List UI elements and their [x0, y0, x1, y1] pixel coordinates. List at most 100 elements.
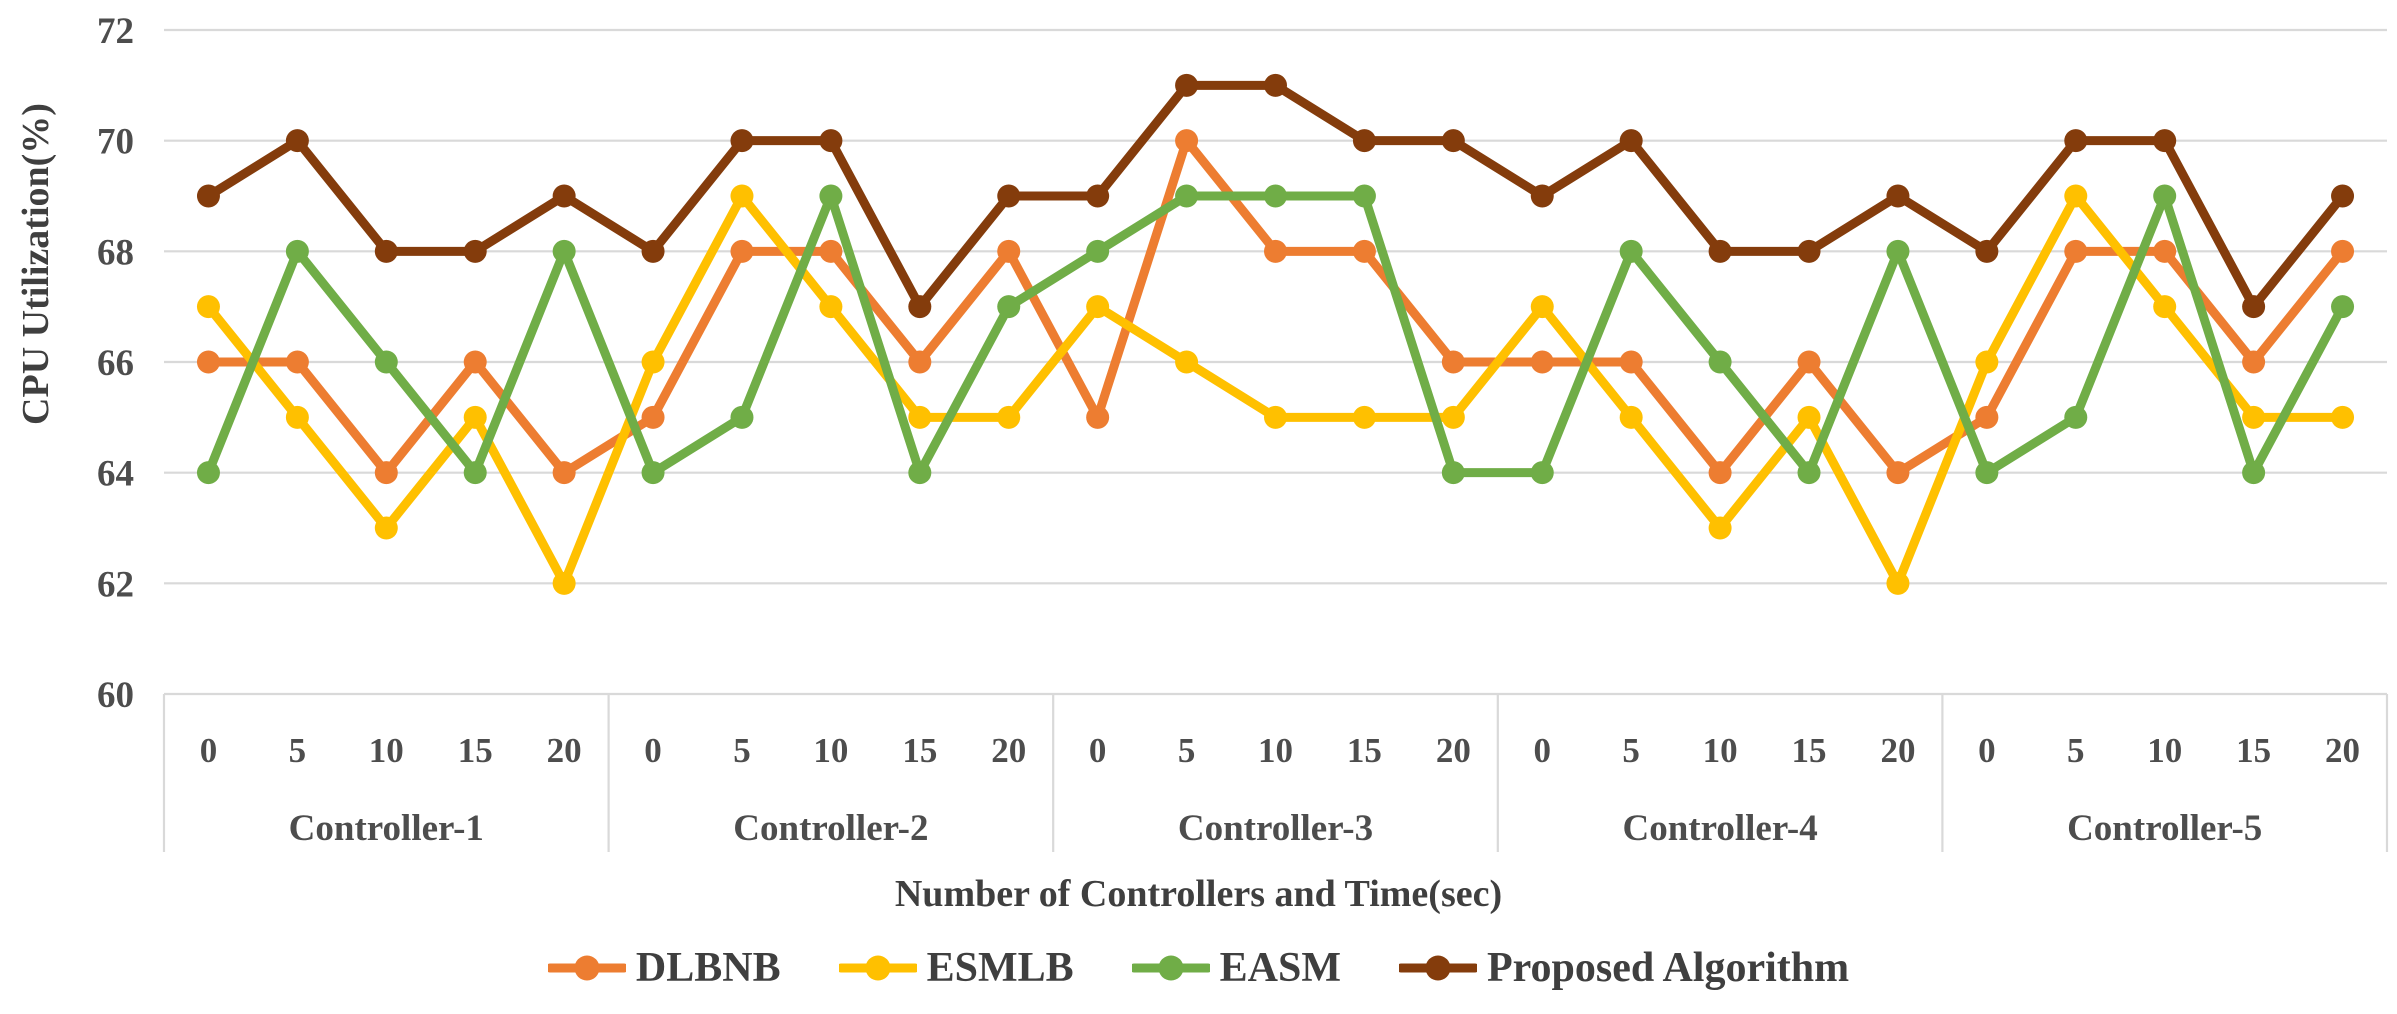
marker-easm-9 — [997, 295, 1021, 319]
x-tick-label-Controller-2-0: 0 — [644, 731, 662, 770]
marker-dlbnb-5 — [641, 405, 665, 429]
marker-dlbnb-17 — [1708, 461, 1732, 485]
marker-esmlb-0 — [196, 295, 220, 319]
x-tick-label-Controller-4-20: 20 — [1880, 731, 1915, 770]
marker-easm-23 — [2242, 461, 2266, 485]
marker-esmlb-1 — [285, 405, 309, 429]
marker-proposed-algorithm-9 — [997, 184, 1021, 208]
marker-dlbnb-3 — [463, 350, 487, 374]
marker-easm-12 — [1264, 184, 1287, 208]
x-tick-label-Controller-1-20: 20 — [547, 731, 582, 770]
marker-proposed-algorithm-5 — [641, 239, 665, 263]
marker-easm-16 — [1619, 239, 1643, 263]
x-tick-label-Controller-1-10: 10 — [369, 731, 404, 770]
group-label-Controller-5: Controller-5 — [2067, 808, 2262, 849]
marker-easm-15 — [1530, 461, 1554, 485]
marker-dlbnb-12 — [1264, 239, 1287, 263]
marker-dlbnb-22 — [2153, 239, 2177, 263]
marker-dlbnb-20 — [1975, 405, 1999, 429]
marker-dlbnb-8 — [908, 350, 932, 374]
legend-label: ESMLB — [926, 945, 1074, 991]
marker-proposed-algorithm-7 — [819, 129, 843, 153]
marker-proposed-algorithm-8 — [908, 295, 932, 319]
marker-easm-7 — [819, 184, 843, 208]
legend-item-esmlb: ESMLB — [838, 944, 1074, 992]
marker-easm-10 — [1086, 239, 1110, 263]
y-tick-label-70: 70 — [97, 122, 134, 163]
x-axis-title: Number of Controllers and Time(sec) — [894, 873, 1503, 915]
marker-esmlb-18 — [1797, 405, 1821, 429]
marker-esmlb-21 — [2064, 184, 2088, 208]
marker-esmlb-16 — [1619, 405, 1643, 429]
x-tick-label-Controller-5-15: 15 — [2236, 731, 2271, 770]
marker-proposed-algorithm-20 — [1975, 239, 1999, 263]
legend-item-proposed-algorithm: Proposed Algorithm — [1399, 944, 1849, 992]
marker-proposed-algorithm-15 — [1530, 184, 1554, 208]
x-tick-label-Controller-5-5: 5 — [2067, 731, 2085, 770]
y-tick-label-62: 62 — [97, 564, 134, 605]
marker-easm-21 — [2064, 405, 2088, 429]
marker-dlbnb-11 — [1175, 129, 1199, 153]
marker-dlbnb-19 — [1886, 461, 1910, 485]
marker-proposed-algorithm-12 — [1264, 73, 1287, 97]
marker-easm-18 — [1797, 461, 1821, 485]
marker-easm-19 — [1886, 239, 1910, 263]
y-tick-label-72: 72 — [97, 11, 134, 52]
marker-easm-22 — [2153, 184, 2177, 208]
marker-esmlb-8 — [908, 405, 932, 429]
marker-esmlb-24 — [2331, 405, 2355, 429]
marker-esmlb-5 — [641, 350, 665, 374]
marker-proposed-algorithm-2 — [374, 239, 398, 263]
x-tick-label-Controller-4-0: 0 — [1534, 731, 1552, 770]
legend-item-dlbnb: DLBNB — [547, 944, 781, 992]
marker-easm-5 — [641, 461, 665, 485]
marker-proposed-algorithm-4 — [552, 184, 576, 208]
legend-line-marker-icon — [1399, 955, 1478, 981]
marker-proposed-algorithm-23 — [2242, 295, 2266, 319]
x-tick-label-Controller-4-10: 10 — [1703, 731, 1738, 770]
marker-proposed-algorithm-18 — [1797, 239, 1821, 263]
y-tick-label-66: 66 — [97, 343, 134, 384]
marker-esmlb-22 — [2153, 295, 2177, 319]
marker-esmlb-15 — [1530, 295, 1554, 319]
marker-esmlb-19 — [1886, 571, 1910, 595]
x-tick-label-Controller-2-20: 20 — [991, 731, 1026, 770]
marker-easm-0 — [196, 461, 220, 485]
marker-proposed-algorithm-16 — [1619, 129, 1643, 153]
marker-esmlb-6 — [730, 184, 754, 208]
marker-esmlb-13 — [1352, 405, 1376, 429]
marker-proposed-algorithm-0 — [196, 184, 220, 208]
marker-proposed-algorithm-1 — [285, 129, 309, 153]
marker-easm-2 — [374, 350, 398, 374]
x-tick-label-Controller-5-20: 20 — [2325, 731, 2360, 770]
marker-proposed-algorithm-14 — [1441, 129, 1465, 153]
x-tick-label-Controller-4-15: 15 — [1792, 731, 1827, 770]
x-tick-label-Controller-2-5: 5 — [733, 731, 751, 770]
marker-proposed-algorithm-13 — [1352, 129, 1376, 153]
marker-esmlb-14 — [1441, 405, 1465, 429]
marker-proposed-algorithm-17 — [1708, 239, 1732, 263]
marker-easm-24 — [2331, 295, 2355, 319]
marker-dlbnb-1 — [285, 350, 309, 374]
x-tick-label-Controller-5-10: 10 — [2147, 731, 2182, 770]
legend-line-marker-icon — [547, 955, 626, 981]
x-tick-label-Controller-1-5: 5 — [289, 731, 307, 770]
marker-easm-4 — [552, 239, 576, 263]
legend-label: EASM — [1219, 945, 1342, 991]
marker-esmlb-3 — [463, 405, 487, 429]
marker-dlbnb-14 — [1441, 350, 1465, 374]
marker-easm-11 — [1175, 184, 1199, 208]
marker-dlbnb-23 — [2242, 350, 2266, 374]
y-tick-label-64: 64 — [97, 454, 134, 495]
x-tick-label-Controller-2-10: 10 — [813, 731, 848, 770]
y-axis-title: CPU Utilization(%) — [15, 103, 57, 425]
marker-easm-6 — [730, 405, 754, 429]
x-tick-label-Controller-3-15: 15 — [1347, 731, 1382, 770]
x-tick-label-Controller-1-0: 0 — [200, 731, 218, 770]
marker-dlbnb-13 — [1352, 239, 1376, 263]
legend-label: Proposed Algorithm — [1487, 945, 1850, 991]
marker-esmlb-2 — [374, 516, 398, 540]
marker-dlbnb-7 — [819, 239, 843, 263]
group-label-Controller-3: Controller-3 — [1178, 808, 1373, 849]
